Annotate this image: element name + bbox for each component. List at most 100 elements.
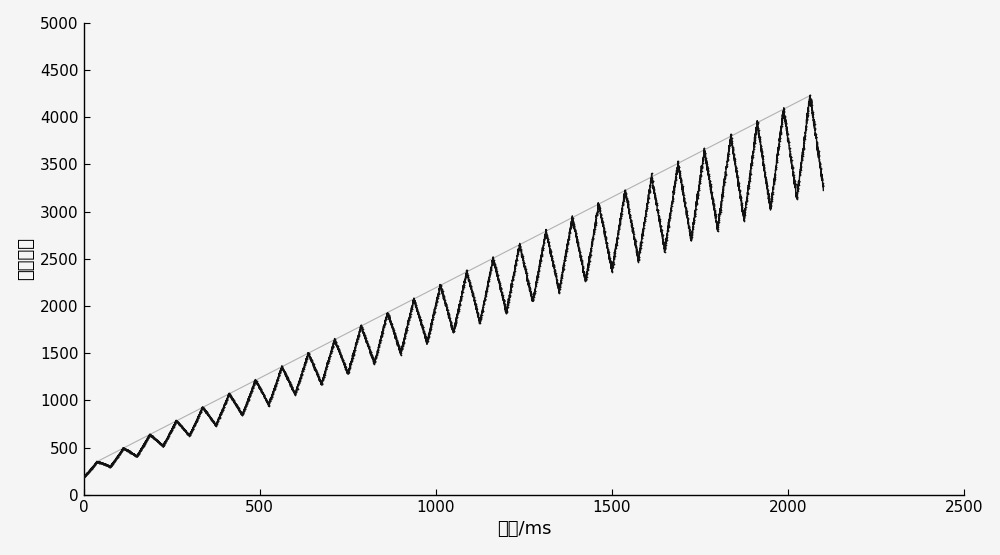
Point: [138, 437, 154, 446]
Point: [554, 271, 570, 280]
Point: [724, 133, 740, 142]
Point: [364, 353, 380, 362]
Point: [572, 250, 588, 259]
Point: [378, 312, 394, 321]
Point: [199, 408, 215, 417]
Point: [809, 138, 825, 147]
Point: [683, 234, 699, 243]
Point: [198, 408, 214, 417]
Point: [672, 173, 688, 181]
Point: [601, 249, 617, 258]
Point: [720, 152, 736, 160]
Point: [767, 172, 783, 181]
Point: [747, 135, 763, 144]
Point: [623, 216, 639, 225]
Point: [96, 460, 112, 469]
Point: [256, 392, 272, 401]
Point: [408, 302, 424, 311]
Point: [112, 448, 128, 457]
Point: [337, 362, 353, 371]
Point: [304, 356, 320, 365]
Point: [558, 247, 574, 256]
Point: [805, 116, 821, 125]
Point: [640, 198, 656, 207]
Point: [362, 347, 378, 356]
Point: [720, 155, 736, 164]
Point: [814, 175, 830, 184]
Point: [216, 400, 232, 409]
Point: [336, 358, 352, 367]
Point: [455, 281, 471, 290]
Point: [143, 431, 159, 440]
Point: [717, 167, 733, 176]
Point: [276, 367, 292, 376]
Point: [263, 394, 279, 403]
Point: [602, 257, 618, 266]
Point: [520, 276, 536, 285]
Point: [672, 170, 688, 179]
Point: [256, 391, 272, 400]
Point: [637, 216, 653, 225]
Point: [176, 425, 192, 433]
Point: [792, 165, 808, 174]
Point: [389, 336, 405, 345]
Point: [782, 144, 798, 153]
Point: [183, 427, 199, 436]
Point: [771, 142, 787, 150]
Point: [711, 216, 727, 225]
Point: [759, 181, 775, 190]
Point: [88, 459, 104, 468]
Point: [615, 199, 631, 208]
Point: [259, 398, 275, 407]
Point: [533, 251, 549, 260]
Point: [398, 324, 414, 333]
Point: [186, 422, 202, 431]
Point: [568, 229, 584, 238]
Point: [272, 367, 288, 376]
Point: [155, 442, 171, 451]
Point: [782, 153, 798, 162]
Point: [678, 204, 694, 213]
Point: [612, 218, 628, 226]
Point: [710, 221, 726, 230]
Point: [78, 470, 94, 479]
Point: [281, 376, 297, 385]
Point: [123, 448, 139, 457]
Point: [791, 180, 807, 189]
Point: [562, 229, 578, 238]
Point: [104, 460, 120, 469]
Point: [141, 431, 157, 440]
Point: [113, 447, 129, 456]
Point: [645, 182, 661, 191]
Point: [224, 393, 240, 402]
Point: [292, 375, 308, 384]
Point: [126, 450, 142, 458]
Point: [257, 393, 273, 402]
Point: [204, 416, 220, 425]
Point: [735, 208, 751, 217]
Point: [217, 400, 233, 409]
Point: [580, 261, 596, 270]
Point: [526, 290, 542, 299]
Point: [422, 329, 438, 337]
Point: [178, 427, 194, 436]
Point: [200, 411, 216, 420]
Point: [536, 236, 552, 245]
Point: [247, 375, 263, 384]
Point: [619, 195, 635, 204]
Point: [508, 259, 524, 268]
Point: [451, 305, 467, 314]
Point: [405, 297, 421, 306]
Point: [518, 268, 534, 276]
Point: [526, 290, 542, 299]
Point: [469, 307, 485, 316]
Point: [145, 433, 161, 442]
Point: [82, 466, 98, 475]
Point: [231, 403, 247, 412]
Point: [100, 461, 116, 470]
Point: [393, 346, 409, 355]
Point: [152, 439, 168, 448]
Point: [637, 215, 653, 224]
Point: [711, 218, 727, 226]
Point: [454, 291, 470, 300]
